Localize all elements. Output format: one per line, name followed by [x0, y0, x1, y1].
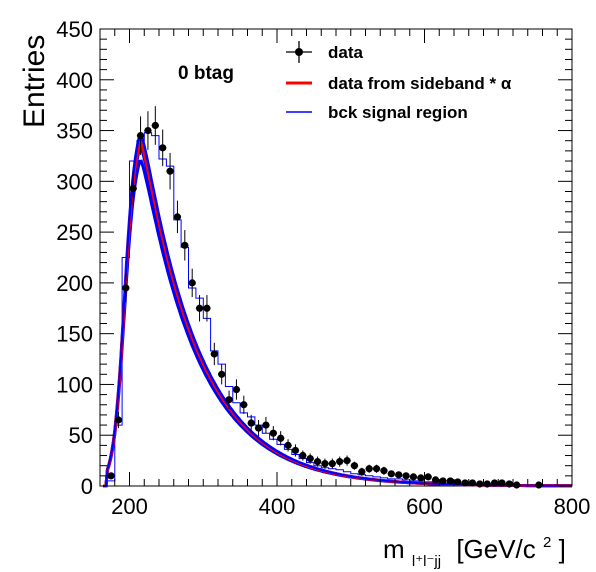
data-points-layer: [107, 106, 543, 489]
x-axis-title-main: m: [383, 534, 405, 564]
data-point: [247, 419, 255, 427]
x-axis-title: m l⁺l⁻jj [GeV/c 2 ]: [383, 523, 566, 572]
data-point: [262, 421, 270, 429]
data-point: [218, 370, 226, 378]
data-point: [358, 468, 366, 476]
data-point: [240, 401, 248, 409]
data-point: [195, 304, 204, 312]
data-point: [372, 465, 381, 473]
legend-entry-data: data: [286, 41, 364, 63]
data-point: [336, 458, 344, 466]
data-point: [203, 304, 211, 312]
data-point: [513, 481, 521, 489]
data-point: [254, 424, 263, 432]
data-point: [395, 471, 403, 479]
data-point: [424, 473, 432, 481]
legend-entry-sideband: data from sideband * α: [286, 74, 512, 93]
x-axis-title-unit: [GeV/c: [456, 534, 535, 564]
data-point: [122, 284, 130, 292]
data-point: [468, 479, 477, 487]
data-point: [505, 480, 513, 488]
plot-area: [99, 28, 573, 487]
data-point: [144, 126, 152, 135]
x-tick-label: 200: [111, 494, 148, 519]
annotation-btag: 0 btag: [178, 63, 234, 84]
y-tick-label: 250: [56, 220, 93, 245]
plot-frame: [99, 28, 573, 487]
data-point: [173, 213, 182, 221]
data-point: [498, 479, 506, 487]
x-axis-title-unit-sup: 2: [543, 534, 551, 551]
data-point: [313, 458, 322, 466]
x-axis-title-sub: l⁺l⁻jj: [412, 553, 441, 570]
legend-data-marker: [295, 48, 303, 56]
data-point: [299, 451, 307, 460]
data-point: [166, 167, 174, 175]
y-tick-label: 350: [56, 119, 93, 144]
data-point: [483, 480, 491, 488]
x-tick-label: 600: [406, 494, 443, 519]
data-point: [151, 121, 159, 130]
y-tick-label: 150: [56, 322, 93, 347]
data-point: [232, 385, 241, 394]
data-point: [535, 481, 543, 489]
legend-label-bck: bck signal region: [328, 103, 468, 122]
data-point: [225, 396, 233, 404]
y-tick-label: 100: [56, 372, 93, 397]
y-tick-label: 300: [56, 169, 93, 194]
y-tick-label: 50: [69, 423, 93, 448]
data-point: [291, 446, 300, 455]
bck-histogram-layer: [100, 132, 572, 487]
data-point: [476, 480, 484, 488]
data-point: [461, 479, 469, 487]
data-point: [277, 434, 285, 442]
x-tick-label: 800: [554, 494, 591, 519]
data-point: [446, 477, 454, 485]
data-point: [159, 144, 167, 152]
data-point: [402, 472, 410, 480]
data-point: [431, 476, 440, 484]
data-point: [387, 470, 395, 478]
data-point: [107, 472, 115, 480]
bck-histogram-steps: [100, 132, 572, 487]
data-point: [181, 241, 189, 249]
x-tick-label: 400: [259, 494, 296, 519]
data-point: [409, 473, 418, 481]
data-point: [321, 460, 329, 468]
y-tick-label: 450: [56, 17, 93, 42]
data-point: [188, 279, 196, 287]
data-point: [269, 429, 277, 437]
legend-label-sideband: data from sideband * α: [328, 74, 512, 93]
data-point: [114, 416, 123, 424]
legend-entry-bck: bck signal region: [286, 103, 468, 122]
y-axis-title: Entries: [18, 35, 51, 128]
data-point: [306, 454, 314, 463]
data-point: [210, 350, 218, 358]
data-point: [454, 478, 462, 486]
data-point: [350, 462, 359, 470]
data-point: [284, 441, 292, 449]
data-point: [490, 479, 499, 487]
data-point: [417, 474, 425, 482]
data-point: [365, 465, 373, 473]
data-point: [129, 184, 137, 193]
x-axis-title-unit-close: ]: [559, 534, 566, 564]
data-point: [380, 467, 388, 475]
legend: data data from sideband * α bck signal r…: [286, 41, 512, 122]
data-point: [439, 477, 447, 485]
y-tick-label: 400: [56, 68, 93, 93]
data-point: [136, 132, 145, 140]
y-tick-label: 200: [56, 271, 93, 296]
y-tick-label: 0: [81, 474, 93, 499]
axes-layer: 200 400 600 800 0 50 100 150 200 250 300 350 400 450: [56, 17, 590, 519]
data-point: [328, 460, 336, 468]
legend-label-data: data: [328, 43, 364, 62]
data-point: [343, 457, 351, 465]
